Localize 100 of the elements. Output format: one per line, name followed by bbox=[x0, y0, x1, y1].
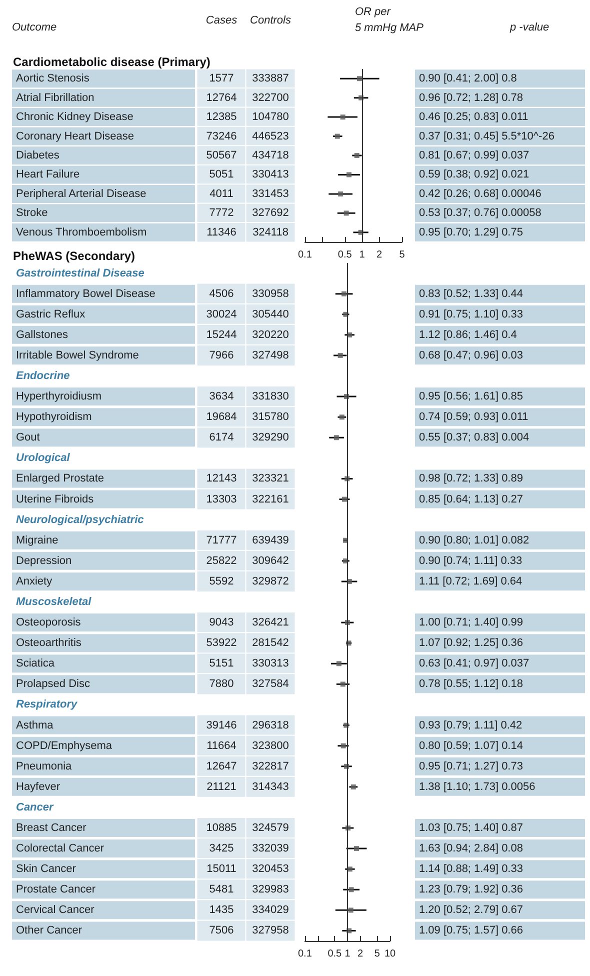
text: 0.80 [0.59; 1.07] 0.14 bbox=[419, 740, 523, 752]
data-label: 9043 bbox=[209, 616, 234, 629]
data-label: 7772 bbox=[209, 207, 234, 220]
text: 0.63 [0.41; 0.97] 0.037 bbox=[419, 658, 530, 670]
data-label: 15011 bbox=[206, 863, 236, 876]
data-label: 3634 bbox=[209, 390, 234, 403]
data-label: 296318 bbox=[252, 719, 289, 732]
data-label: 333887 bbox=[252, 72, 289, 85]
x-tick-label: 2 bbox=[376, 250, 382, 260]
y-tick-label: Migraine bbox=[16, 534, 58, 546]
text: 0.83 [0.52; 1.33] 0.44 bbox=[419, 288, 523, 300]
y-tick-label: Asthma bbox=[16, 719, 54, 732]
data-label: 309642 bbox=[252, 554, 289, 567]
data-label: 330413 bbox=[252, 168, 289, 181]
data-label: 323800 bbox=[252, 740, 289, 752]
data-label: 327692 bbox=[252, 207, 289, 220]
data-label: 327584 bbox=[252, 678, 289, 690]
data-label: 331830 bbox=[252, 390, 289, 403]
text: 0.98 [0.72; 1.33] 0.89 bbox=[419, 472, 523, 485]
y-tick-label: Respiratory bbox=[16, 698, 78, 711]
data-label: 315780 bbox=[252, 411, 289, 424]
data-label: 331453 bbox=[252, 188, 289, 200]
text: 0.85 [0.64; 1.13] 0.27 bbox=[419, 493, 523, 506]
data-label: 6174 bbox=[209, 432, 234, 444]
data-label: 329983 bbox=[252, 884, 289, 896]
data-label: 4011 bbox=[210, 188, 234, 200]
y-tick-label: Osteoarthritis bbox=[16, 637, 82, 650]
y-tick-label: Breast Cancer bbox=[16, 822, 87, 834]
data-label: 329872 bbox=[252, 575, 289, 588]
data-label: 639439 bbox=[252, 534, 289, 546]
text: 1.11 [0.72; 1.69] 0.64 bbox=[419, 575, 522, 588]
y-tick-label: Endocrine bbox=[16, 370, 70, 382]
data-label: 12647 bbox=[206, 760, 237, 772]
data-label: 326421 bbox=[252, 616, 289, 629]
y-tick-label: Pneumonia bbox=[16, 760, 73, 772]
y-tick-label: Heart Failure bbox=[16, 168, 80, 181]
y-tick-label: Gastrointestinal Disease bbox=[16, 267, 144, 280]
x-tick-label: 0.5 bbox=[338, 250, 352, 260]
y-tick-label: Hypothyroidism bbox=[16, 411, 92, 424]
y-tick-label: Stroke bbox=[16, 207, 48, 220]
text: 0.74 [0.59; 0.93] 0.011 bbox=[419, 411, 528, 424]
y-tick-label: Osteoporosis bbox=[16, 616, 82, 629]
y-tick-label: Prostate Cancer bbox=[16, 884, 96, 896]
y-tick-label: Uterine Fibroids bbox=[16, 493, 94, 506]
y-tick-label: Sciatica bbox=[16, 658, 56, 670]
x-tick-label: 0.1 bbox=[298, 250, 312, 260]
data-label: 320453 bbox=[252, 863, 289, 876]
data-label: 12385 bbox=[206, 111, 237, 124]
data-label: 30024 bbox=[206, 308, 237, 320]
x-tick-label: 0.5 bbox=[328, 948, 342, 960]
text: 0.59 [0.38; 0.92] 0.021 bbox=[419, 168, 530, 181]
y-tick-label: Hyperthyroidiusm bbox=[16, 390, 102, 403]
y-tick-label: Diabetes bbox=[16, 150, 60, 162]
data-label: 327498 bbox=[252, 349, 289, 362]
data-label: 332039 bbox=[252, 842, 289, 855]
y-tick-label: Cervical Cancer bbox=[16, 904, 95, 916]
data-label: 5151 bbox=[209, 658, 234, 670]
text: 0.42 [0.26; 0.68] 0.00046 bbox=[419, 188, 542, 200]
data-label: 50567 bbox=[206, 150, 237, 162]
y-axis-title: Outcome bbox=[12, 22, 57, 34]
data-label: 323321 bbox=[252, 472, 289, 485]
text: 1.03 [0.75; 1.40] 0.87 bbox=[419, 822, 523, 834]
x-tick-label: 5 bbox=[374, 948, 380, 960]
y-tick-label: Anxiety bbox=[16, 575, 53, 588]
data-label: 12764 bbox=[206, 92, 237, 104]
data-label: 1435 bbox=[209, 904, 234, 916]
chart-title: Cardiometabolic disease (Primary) bbox=[13, 55, 210, 69]
text: 1.14 [0.88; 1.49] 0.33 bbox=[419, 863, 523, 876]
y-tick-label: Gallstones bbox=[16, 328, 68, 341]
data-label: 73246 bbox=[206, 130, 237, 142]
text: 0.91 [0.75; 1.10] 0.33 bbox=[419, 308, 523, 320]
data-label: 5051 bbox=[209, 168, 234, 181]
data-label: 12143 bbox=[206, 472, 237, 485]
data-label: 11664 bbox=[206, 740, 236, 752]
text: 0.55 [0.37; 0.83] 0.004 bbox=[419, 432, 530, 444]
data-label: 7506 bbox=[209, 924, 234, 937]
x-tick-label: Cases bbox=[206, 14, 238, 26]
data-label: 330958 bbox=[252, 288, 289, 300]
text: 0.46 [0.25; 0.83] 0.011 bbox=[419, 111, 528, 124]
data-label: 320220 bbox=[252, 328, 289, 341]
y-tick-label: Enlarged Prostate bbox=[16, 472, 104, 485]
data-label: 39146 bbox=[206, 719, 237, 732]
text: 0.90 [0.41; 2.00] 0.8 bbox=[419, 72, 517, 85]
y-tick-label: Skin Cancer bbox=[16, 863, 76, 876]
text: 1.20 [0.52; 2.79] 0.67 bbox=[419, 904, 523, 916]
y-tick-label: Peripheral Arterial Disease bbox=[16, 188, 146, 200]
y-tick-label: Colorectal Cancer bbox=[16, 842, 104, 855]
data-label: 434718 bbox=[252, 150, 289, 162]
data-label: 305440 bbox=[252, 308, 289, 320]
data-label: 322700 bbox=[252, 92, 289, 104]
text: 0.78 [0.55; 1.12] 0.18 bbox=[419, 678, 523, 690]
x-tick-label: 0.1 bbox=[298, 948, 312, 960]
text: 0.53 [0.37; 0.76] 0.00058 bbox=[419, 207, 542, 220]
x-tick-label: 2 bbox=[357, 948, 364, 960]
y-tick-label: Depression bbox=[16, 554, 72, 567]
data-label: 314343 bbox=[252, 780, 289, 793]
x-tick-label: 1 bbox=[344, 948, 351, 960]
x-tick-label: 1 bbox=[359, 250, 366, 260]
y-tick-label: Muscoskeletal bbox=[16, 596, 92, 608]
text: 1.23 [0.79; 1.92] 0.36 bbox=[419, 884, 523, 896]
